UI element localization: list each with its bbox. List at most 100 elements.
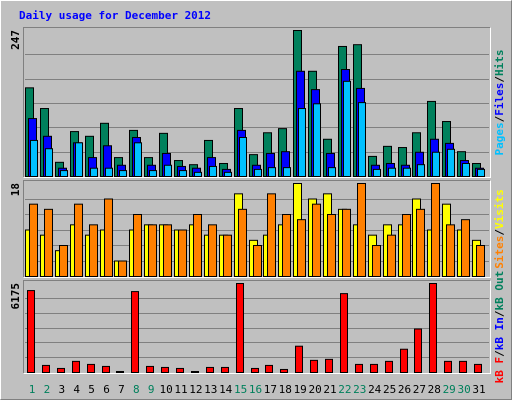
x-tick-label: 14 xyxy=(219,383,233,396)
bar xyxy=(104,198,113,277)
bar xyxy=(134,142,142,177)
bar xyxy=(429,283,437,373)
bar xyxy=(357,183,366,277)
bar xyxy=(267,193,276,277)
panel-bevel xyxy=(23,280,491,374)
bar xyxy=(388,167,396,178)
bar xyxy=(400,348,408,373)
bar xyxy=(370,363,378,374)
bar xyxy=(208,224,217,277)
legend-separator: / xyxy=(493,350,506,357)
bar xyxy=(358,102,366,177)
bar xyxy=(89,224,98,277)
bar xyxy=(327,214,336,277)
x-tick-label: 29 xyxy=(443,383,456,396)
bar xyxy=(206,366,214,373)
bar xyxy=(27,290,35,373)
x-tick-label: 11 xyxy=(174,383,187,396)
bar xyxy=(462,162,470,178)
bar xyxy=(72,360,80,374)
x-tick-label: 31 xyxy=(472,383,485,396)
bar xyxy=(477,168,485,177)
x-tick-label: 10 xyxy=(159,383,172,396)
bar xyxy=(355,363,363,374)
bar xyxy=(283,167,291,178)
bar xyxy=(238,208,247,277)
x-tick-label: 2 xyxy=(44,383,51,396)
panel-bevel xyxy=(23,180,491,278)
bar xyxy=(74,203,83,278)
bar xyxy=(30,139,38,177)
bar xyxy=(402,214,411,277)
x-tick-label: 7 xyxy=(118,383,125,396)
x-tick-label: 3 xyxy=(58,383,65,396)
bar xyxy=(178,229,187,277)
bar xyxy=(164,164,172,177)
bar xyxy=(432,151,440,177)
x-tick-label: 26 xyxy=(398,383,411,396)
x-tick-label: 21 xyxy=(323,383,336,396)
bar xyxy=(328,167,336,178)
bar xyxy=(446,224,455,277)
legend: Pages/Files/Hits xyxy=(493,50,506,156)
bar xyxy=(414,328,422,373)
bar xyxy=(313,103,321,177)
bar xyxy=(105,167,113,178)
bar xyxy=(236,283,244,373)
bar xyxy=(118,260,127,277)
bar xyxy=(42,364,50,374)
bar xyxy=(254,168,262,177)
x-tick-label: 5 xyxy=(88,383,95,396)
bar xyxy=(268,167,276,178)
bar xyxy=(343,80,351,177)
legend-entry: Hits xyxy=(493,50,506,77)
bar xyxy=(59,245,68,277)
bar xyxy=(373,168,381,177)
bar xyxy=(148,224,157,277)
panel-bevel xyxy=(23,27,491,178)
x-tick-label: 20 xyxy=(308,383,321,396)
bar xyxy=(416,208,425,277)
legend-entry: Visits xyxy=(493,189,506,229)
y-tick-label: 6175 xyxy=(9,283,22,310)
legend: kB F/kB In/kB Out xyxy=(493,271,506,384)
bar xyxy=(253,245,262,277)
bar xyxy=(444,360,452,374)
x-tick-label: 25 xyxy=(383,383,396,396)
x-tick-label: 4 xyxy=(73,383,80,396)
bar xyxy=(340,293,348,373)
x-tick-label: 15 xyxy=(234,383,247,396)
bar xyxy=(342,208,351,277)
x-tick-label: 28 xyxy=(428,383,441,396)
x-tick-label: 24 xyxy=(368,383,382,396)
x-tick-label: 16 xyxy=(249,383,262,396)
y-tick-label: 247 xyxy=(9,30,22,50)
bar xyxy=(75,142,83,177)
bar xyxy=(282,214,291,277)
panel-bevel xyxy=(23,180,491,278)
chart-title: Daily usage for December 2012 xyxy=(19,9,211,22)
bar xyxy=(176,367,184,373)
panel-bevel xyxy=(23,27,491,178)
bar xyxy=(417,164,425,177)
bar xyxy=(474,363,482,374)
bar xyxy=(385,360,393,374)
x-tick-label: 9 xyxy=(148,383,155,396)
x-tick-label: 27 xyxy=(413,383,426,396)
bar xyxy=(310,359,318,373)
bar xyxy=(431,183,440,277)
bar xyxy=(131,291,139,373)
x-tick-label: 23 xyxy=(353,383,366,396)
bar xyxy=(102,365,110,374)
bar xyxy=(476,245,485,277)
bar xyxy=(209,165,217,177)
legend-entry: Files xyxy=(493,83,506,116)
bar xyxy=(239,136,247,177)
bar xyxy=(295,345,303,373)
bar xyxy=(149,170,157,177)
bar xyxy=(57,367,65,373)
bar xyxy=(87,363,95,374)
x-tick-label: 18 xyxy=(279,383,292,396)
